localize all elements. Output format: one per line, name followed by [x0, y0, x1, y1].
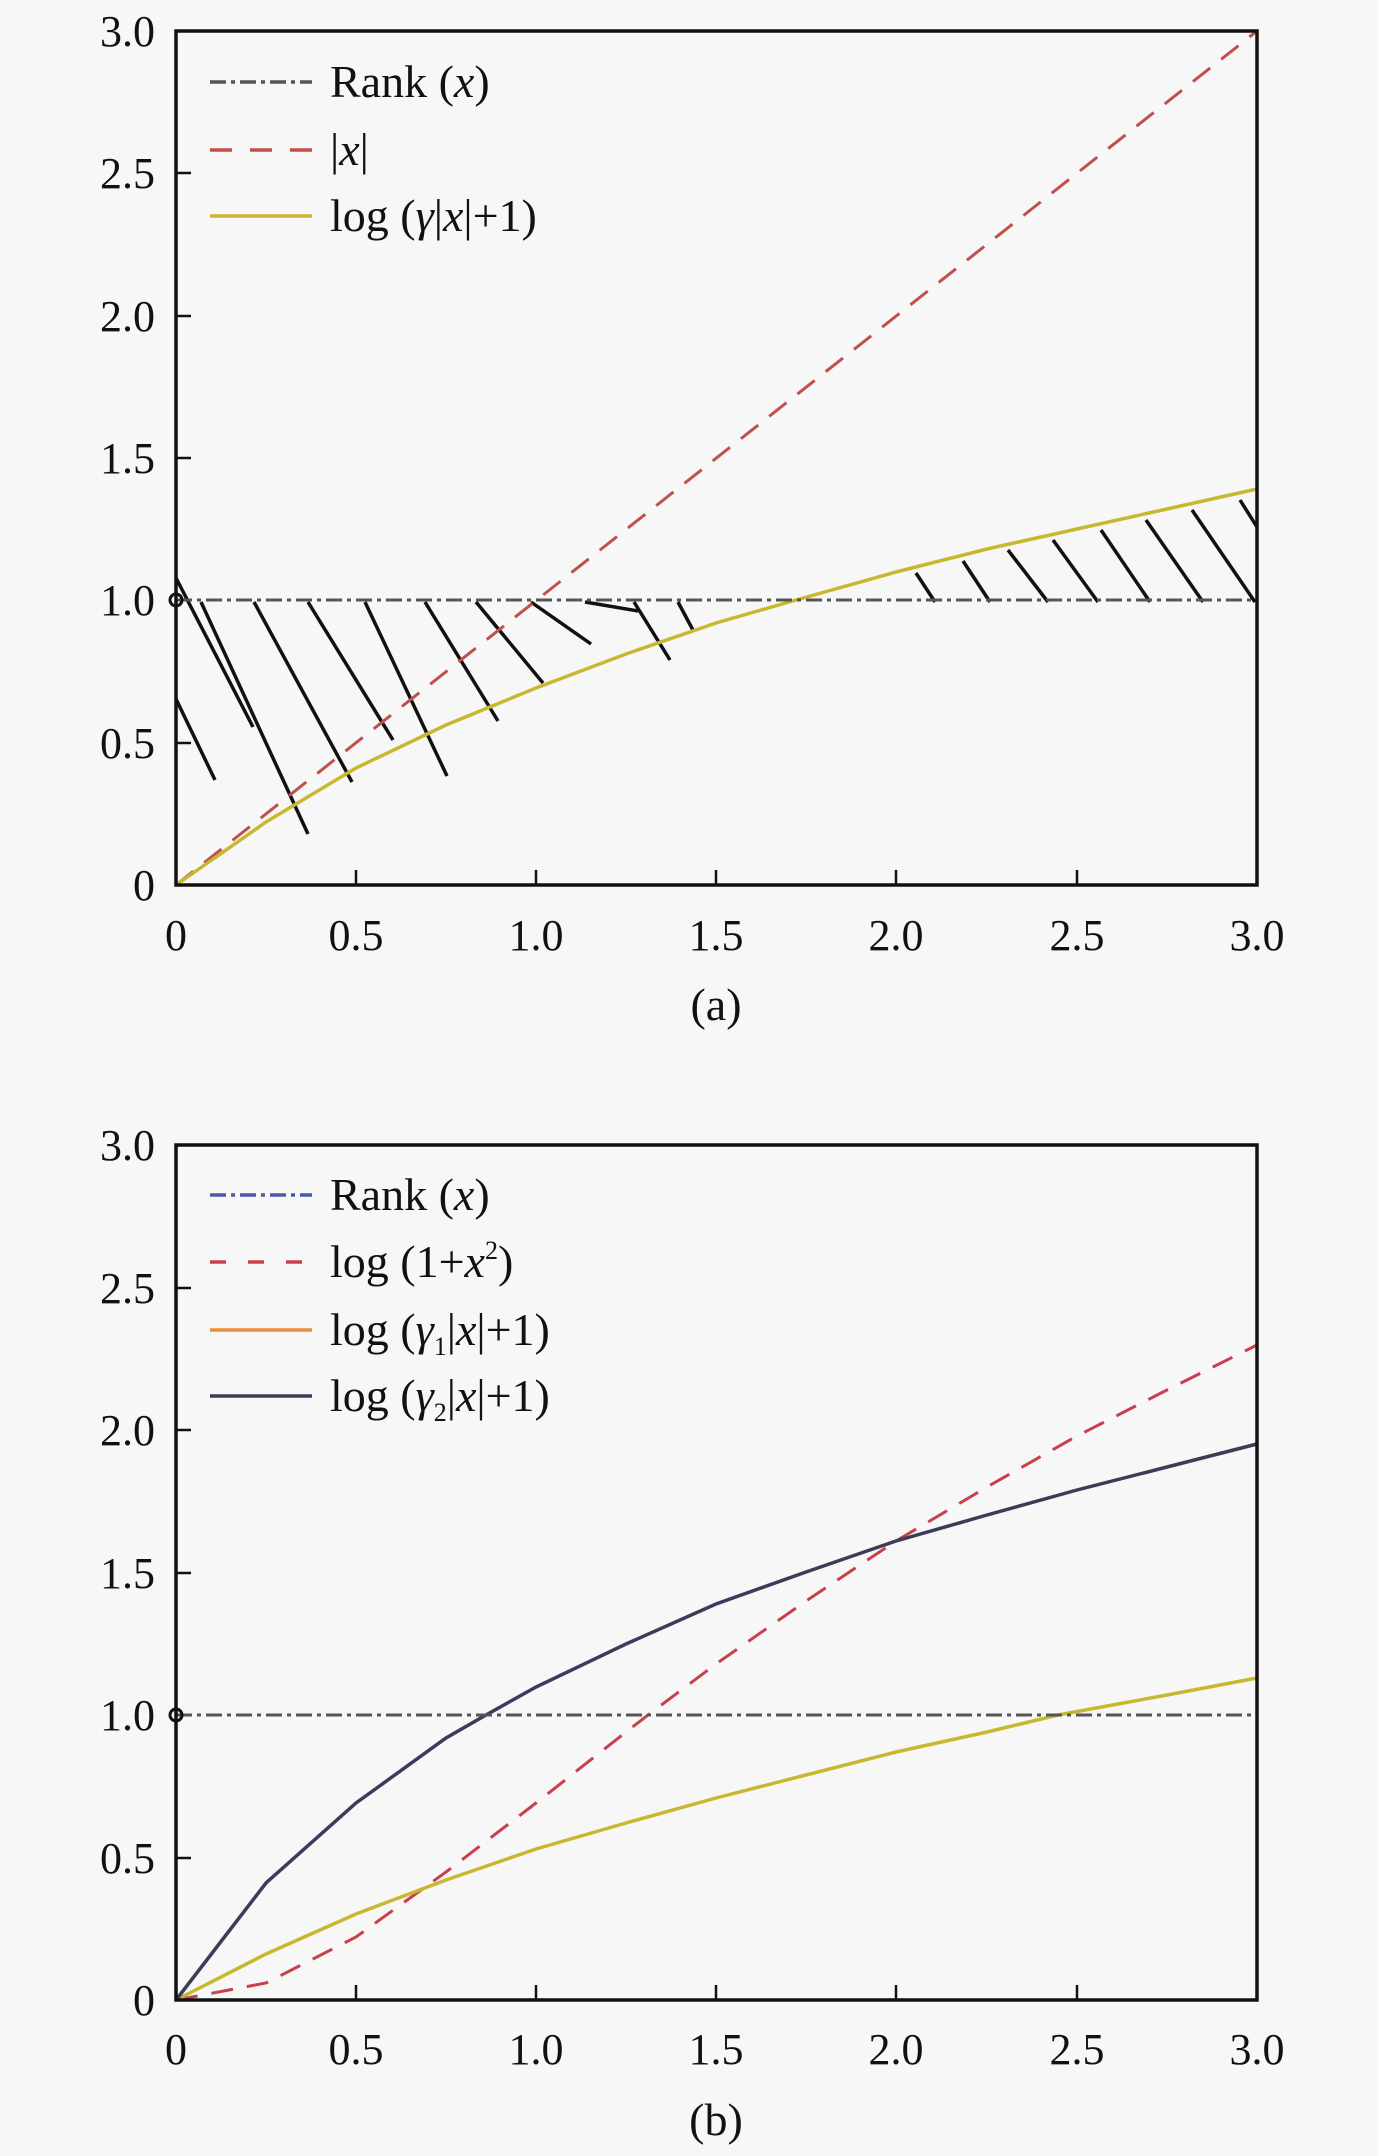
- series-log-gamma1: [175, 1676, 1258, 2002]
- series-log-1-plus-x2: [175, 1343, 1258, 2002]
- y-tick-label: 0: [133, 1976, 155, 2025]
- x-axis-b: [354, 1985, 1079, 2000]
- x-tick-labels-a: 0 0.5 1.0 1.5 2.0 2.5 3.0: [165, 911, 1285, 960]
- x-tick-label: 2.0: [869, 911, 924, 960]
- y-tick-label: 0.5: [100, 719, 155, 768]
- y-tick-label: 0: [133, 861, 155, 910]
- y-tick-label: 1.0: [100, 576, 155, 625]
- x-tick-label: 2.5: [1050, 2025, 1105, 2074]
- x-tick-label: 3.0: [1230, 911, 1285, 960]
- y-tick-label: 2.0: [100, 292, 155, 341]
- x-tick-label: 1.0: [509, 911, 564, 960]
- series-abs-x: [175, 29, 1258, 887]
- x-tick-labels-b: 0 0.5 1.0 1.5 2.0 2.5 3.0: [165, 2025, 1285, 2074]
- x-tick-label: 0.5: [329, 2025, 384, 2074]
- hatch-region-right: [914, 499, 1259, 604]
- chart-panel-a: 0 0.5 1.0 1.5 2.0 2.5 3.0 0 0.5 1.0 1.5 …: [0, 0, 1378, 1070]
- x-tick-label: 1.0: [509, 2025, 564, 2074]
- y-axis-a: [176, 171, 191, 745]
- chart-panel-b: 0 0.5 1.0 1.5 2.0 2.5 3.0 0 0.5 1.0 1.5 …: [0, 1110, 1378, 2151]
- y-tick-label: 3.0: [100, 7, 155, 56]
- legend-label-log-gamma2: log (γ2|x|+1): [330, 1370, 550, 1427]
- legend-label-rank: Rank (x): [330, 56, 490, 107]
- chart-b-svg: 0 0.5 1.0 1.5 2.0 2.5 3.0 0 0.5 1.0 1.5 …: [100, 1121, 1285, 2145]
- legend-a: Rank (x) |x| log (γ|x|+1): [210, 56, 537, 241]
- x-tick-label: 1.5: [689, 2025, 744, 2074]
- legend-label-log-gamma1: log (γ1|x|+1): [330, 1304, 550, 1361]
- x-axis-a: [354, 870, 1079, 885]
- x-tick-label: 0: [165, 2025, 187, 2074]
- x-tick-label: 2.0: [869, 2025, 924, 2074]
- legend-b: Rank (x) log (1+x2) log (γ1|x|+1) log (γ…: [210, 1169, 550, 1427]
- y-tick-labels-a: 0 0.5 1.0 1.5 2.0 2.5 3.0: [100, 7, 155, 910]
- y-tick-label: 1.0: [100, 1691, 155, 1740]
- legend-label-abs-x: |x|: [330, 124, 369, 175]
- y-tick-label: 1.5: [100, 1549, 155, 1598]
- legend-label-log-gamma: log (γ|x|+1): [330, 190, 537, 241]
- y-axis-b: [176, 1286, 191, 1860]
- y-tick-label: 2.5: [100, 1264, 155, 1313]
- y-tick-label: 1.5: [100, 434, 155, 483]
- legend-label-log-1-plus-x2: log (1+x2): [330, 1236, 513, 1287]
- caption-b: (b): [689, 2094, 743, 2145]
- y-tick-label: 0.5: [100, 1834, 155, 1883]
- series-log-gamma: [174, 487, 1258, 887]
- caption-a: (a): [690, 979, 741, 1030]
- x-tick-label: 0.5: [329, 911, 384, 960]
- y-tick-label: 2.0: [100, 1406, 155, 1455]
- x-tick-label: 1.5: [689, 911, 744, 960]
- y-tick-label: 2.5: [100, 149, 155, 198]
- x-tick-label: 2.5: [1050, 911, 1105, 960]
- hatch-region-left: [174, 577, 696, 835]
- y-tick-label: 3.0: [100, 1121, 155, 1170]
- x-tick-label: 3.0: [1230, 2025, 1285, 2074]
- chart-a-svg: 0 0.5 1.0 1.5 2.0 2.5 3.0 0 0.5 1.0 1.5 …: [100, 7, 1285, 1030]
- y-tick-labels-b: 0 0.5 1.0 1.5 2.0 2.5 3.0: [100, 1121, 155, 2025]
- series-log-gamma2: [174, 1442, 1258, 2002]
- x-tick-label: 0: [165, 911, 187, 960]
- legend-label-rank: Rank (x): [330, 1169, 490, 1220]
